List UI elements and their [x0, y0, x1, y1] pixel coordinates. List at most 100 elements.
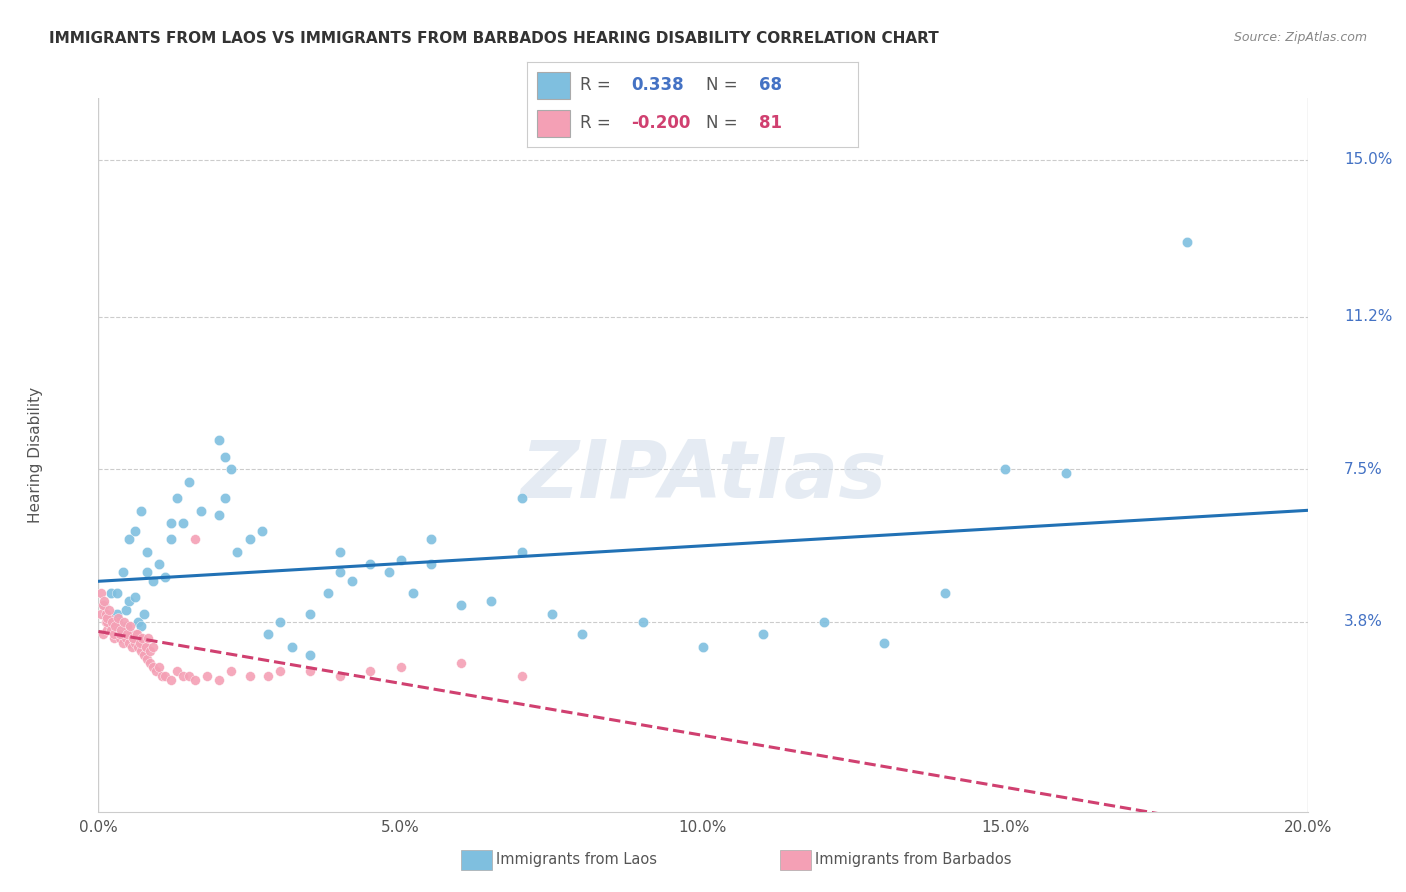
Point	[139, 657, 162, 671]
Point	[108, 619, 131, 633]
Point	[195, 668, 218, 682]
Text: 15.0%: 15.0%	[1344, 153, 1392, 168]
Text: IMMIGRANTS FROM LAOS VS IMMIGRANTS FROM BARBADOS HEARING DISABILITY CORRELATION : IMMIGRANTS FROM LAOS VS IMMIGRANTS FROM …	[49, 31, 939, 46]
Point	[148, 558, 170, 572]
Point	[214, 491, 236, 506]
Point	[100, 615, 122, 629]
FancyBboxPatch shape	[537, 71, 571, 99]
Point	[172, 516, 194, 530]
Point	[813, 615, 835, 629]
Point	[142, 640, 165, 654]
Point	[571, 627, 593, 641]
Point	[179, 668, 201, 682]
Text: -0.200: -0.200	[631, 114, 690, 132]
Text: Immigrants from Barbados: Immigrants from Barbados	[815, 853, 1012, 867]
Point	[510, 491, 533, 506]
Point	[100, 586, 122, 600]
Point	[118, 627, 141, 641]
Point	[129, 644, 152, 658]
Point	[91, 599, 114, 613]
Point	[100, 615, 122, 629]
Point	[135, 640, 157, 654]
Point	[166, 491, 188, 506]
Point	[402, 586, 425, 600]
Point	[94, 607, 117, 621]
Point	[136, 632, 159, 646]
Point	[122, 632, 145, 646]
Point	[129, 503, 152, 517]
Point	[118, 594, 141, 608]
Point	[129, 619, 152, 633]
Point	[329, 668, 352, 682]
Point	[103, 615, 125, 629]
Point	[105, 627, 128, 641]
Point	[131, 632, 153, 646]
Point	[114, 632, 136, 646]
Point	[160, 516, 183, 530]
Point	[510, 545, 533, 559]
Point	[145, 665, 167, 679]
Point	[389, 553, 412, 567]
Point	[135, 566, 157, 580]
Point	[316, 586, 339, 600]
Point	[135, 640, 157, 654]
Point	[420, 558, 443, 572]
Point	[172, 668, 194, 682]
Point	[934, 586, 956, 600]
Point	[91, 627, 114, 641]
Point	[121, 627, 143, 641]
Point	[111, 566, 134, 580]
Point	[221, 462, 243, 476]
Text: 11.2%: 11.2%	[1344, 310, 1392, 324]
Text: 3.8%: 3.8%	[1344, 615, 1382, 630]
Point	[124, 591, 146, 605]
Point	[117, 627, 139, 641]
Point	[179, 475, 201, 489]
Point	[208, 434, 231, 448]
Point	[103, 627, 125, 641]
Point	[329, 545, 352, 559]
Point	[692, 640, 714, 654]
Point	[111, 624, 134, 638]
Text: N =: N =	[706, 77, 742, 95]
Point	[112, 624, 135, 638]
Point	[104, 619, 127, 633]
Point	[131, 635, 153, 649]
Point	[1175, 235, 1198, 250]
Point	[96, 624, 118, 638]
Point	[389, 660, 412, 674]
Point	[98, 602, 121, 616]
Point	[125, 627, 148, 641]
Point	[122, 632, 145, 646]
Point	[226, 545, 249, 559]
Point	[299, 665, 322, 679]
Point	[377, 566, 399, 580]
Point	[142, 574, 165, 588]
FancyBboxPatch shape	[537, 110, 571, 137]
Point	[481, 594, 503, 608]
Point	[184, 673, 207, 687]
Point	[118, 619, 141, 633]
Point	[118, 533, 141, 547]
Point	[105, 607, 128, 621]
Point	[93, 599, 115, 613]
Point	[117, 619, 139, 633]
Point	[104, 624, 127, 638]
Point	[98, 611, 121, 625]
Text: Source: ZipAtlas.com: Source: ZipAtlas.com	[1233, 31, 1367, 45]
Point	[108, 627, 131, 641]
Point	[105, 619, 128, 633]
Text: Hearing Disability: Hearing Disability	[28, 387, 44, 523]
Point	[269, 615, 291, 629]
Text: 7.5%: 7.5%	[1344, 462, 1382, 477]
Point	[299, 607, 322, 621]
Text: R =: R =	[581, 77, 621, 95]
Point	[160, 673, 183, 687]
Point	[125, 627, 148, 641]
Point	[150, 668, 173, 682]
Point	[103, 632, 125, 646]
Point	[96, 615, 118, 629]
Point	[299, 648, 322, 662]
Point	[208, 673, 231, 687]
Text: R =: R =	[581, 114, 616, 132]
